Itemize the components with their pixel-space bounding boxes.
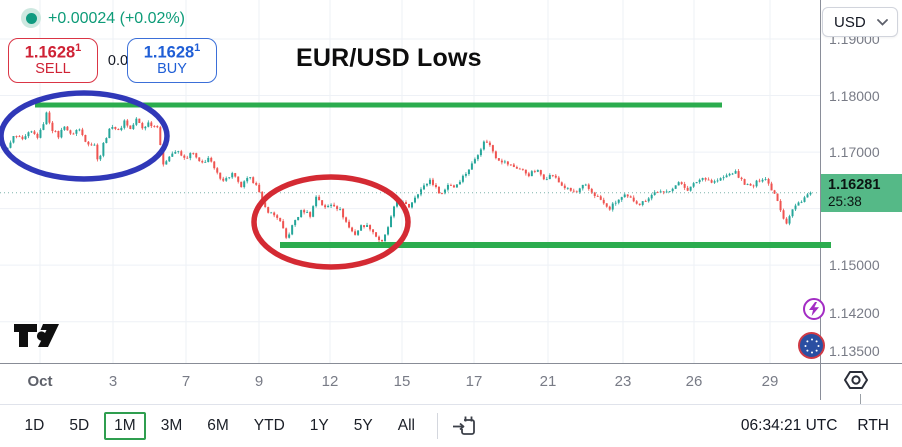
market-status-icon bbox=[21, 8, 41, 28]
price-change-text: +0.00024 (+0.02%) bbox=[48, 10, 185, 27]
settings-icon[interactable] bbox=[841, 366, 871, 399]
range-button-1D[interactable]: 1D bbox=[24, 417, 45, 434]
time-axis[interactable]: Oct 3 7 9 12 15 17 21 23 26 29 bbox=[0, 364, 820, 400]
range-button-3M[interactable]: 3M bbox=[160, 417, 183, 434]
time-axis-label: 9 bbox=[254, 373, 264, 390]
buy-price: 1.16281 bbox=[143, 42, 201, 62]
sell-price: 1.16281 bbox=[24, 42, 82, 62]
range-button-1M[interactable]: 1M bbox=[104, 412, 146, 440]
time-axis-label: 12 bbox=[321, 373, 339, 390]
chevron-down-icon bbox=[877, 18, 888, 26]
range-button-5D[interactable]: 5D bbox=[69, 417, 90, 434]
time-axis-label: 21 bbox=[539, 373, 557, 390]
highs-ellipse bbox=[0, 90, 170, 182]
candlestick-series bbox=[0, 110, 812, 243]
buy-label: BUY bbox=[157, 61, 187, 78]
range-button-All[interactable]: All bbox=[397, 417, 415, 434]
price-axis-label: 1.17000 bbox=[829, 144, 880, 161]
time-axis-label: 23 bbox=[614, 373, 632, 390]
buy-button[interactable]: 1.16281 BUY bbox=[127, 38, 217, 83]
price-axis-label: 1.18000 bbox=[829, 87, 880, 104]
price-axis[interactable]: 1.19000 1.18000 1.17000 1.15000 1.14200 1.135… bbox=[820, 0, 902, 400]
range-button-5Y[interactable]: 5Y bbox=[353, 417, 373, 434]
go-to-date-icon bbox=[453, 416, 476, 435]
range-button-YTD[interactable]: YTD bbox=[253, 417, 285, 434]
range-button-1Y[interactable]: 1Y bbox=[309, 417, 329, 434]
price-axis-label: 1.15000 bbox=[829, 257, 880, 274]
last-price-value: 1.16281 bbox=[828, 176, 881, 193]
sell-button[interactable]: 1.16281 SELL bbox=[8, 38, 98, 83]
time-axis-label: 7 bbox=[181, 373, 191, 390]
toolbar-divider bbox=[437, 413, 439, 439]
time-axis-label: 17 bbox=[465, 373, 483, 390]
currency-dropdown[interactable]: USD bbox=[822, 7, 898, 37]
alert-lightning-icon[interactable] bbox=[803, 298, 825, 320]
last-price-badge: 1.16281 25:38 bbox=[821, 173, 902, 212]
eu-flag-event-icon[interactable] bbox=[798, 332, 825, 359]
time-axis-end-tick bbox=[860, 394, 861, 404]
tradingview-logo[interactable] bbox=[13, 322, 60, 354]
range-buttons: 1D 5D 1M 3M 6M YTD 1Y 5Y All bbox=[12, 412, 427, 440]
time-axis-label: 29 bbox=[761, 373, 779, 390]
time-axis-label: Oct bbox=[27, 373, 53, 390]
go-to-date-button[interactable] bbox=[451, 412, 479, 440]
session-rth-button[interactable]: RTH bbox=[857, 417, 889, 434]
chart-title: EUR/USD Lows bbox=[296, 44, 482, 72]
range-button-6M[interactable]: 6M bbox=[207, 417, 229, 434]
clock-utc[interactable]: 06:34:21 UTC bbox=[740, 417, 838, 434]
bottom-toolbar: 1D 5D 1M 3M 6M YTD 1Y 5Y All 06:34:21 UTC RTH bbox=[0, 404, 902, 447]
time-axis-label: 3 bbox=[108, 373, 118, 390]
price-axis-label: 1.14200 bbox=[829, 305, 880, 322]
currency-dropdown-value: USD bbox=[834, 13, 866, 31]
lows-ellipse bbox=[251, 174, 411, 270]
time-axis-label: 26 bbox=[685, 373, 703, 390]
bar-countdown: 25:38 bbox=[828, 194, 862, 210]
sell-label: SELL bbox=[35, 61, 71, 78]
time-axis-label: 15 bbox=[393, 373, 411, 390]
time-axis-separator bbox=[0, 363, 902, 364]
price-axis-label: 1.13500 bbox=[829, 343, 880, 360]
